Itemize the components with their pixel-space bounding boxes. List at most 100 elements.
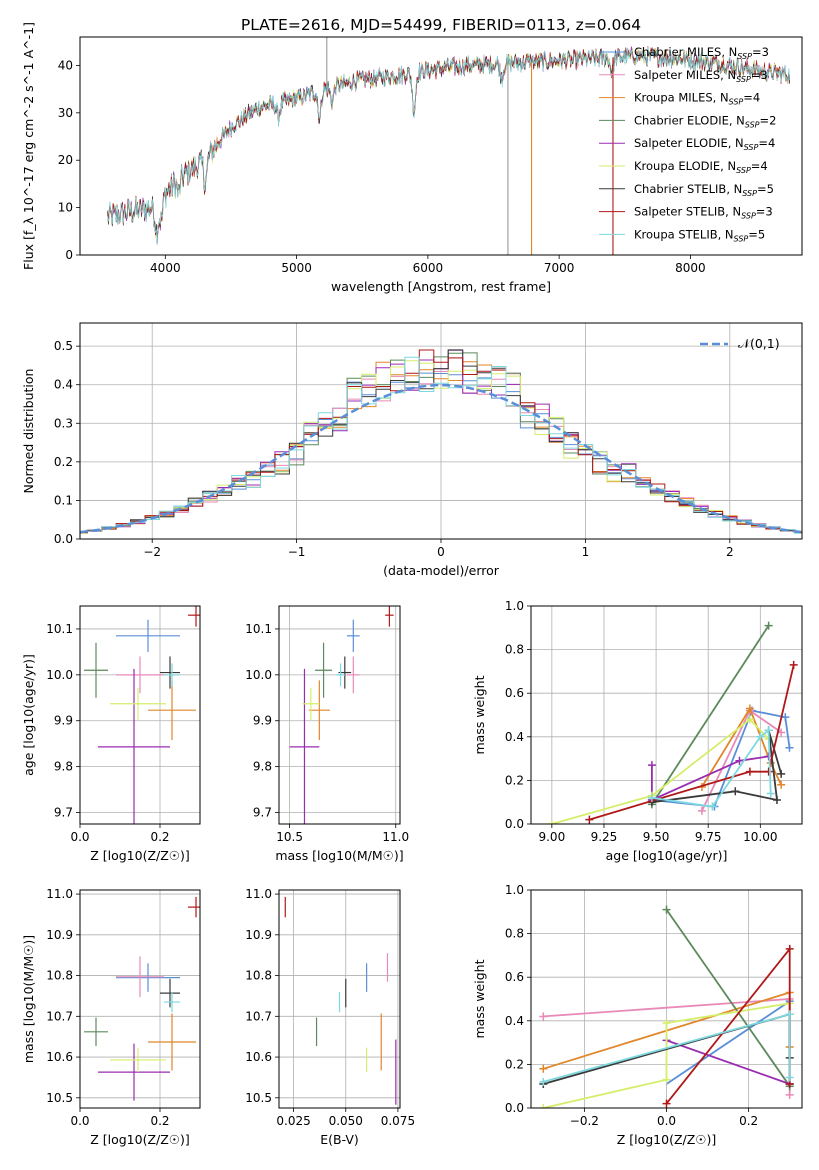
data-point <box>585 815 594 824</box>
panels: 4000 5000 6000 7000 8000010203040wavelength … <box>21 22 803 1147</box>
x-tick-label: 0 <box>437 545 445 559</box>
y-tick-label: 10.8 <box>46 969 73 983</box>
data-point <box>662 1018 671 1027</box>
data-point <box>764 621 773 630</box>
panel-weight_vs_Z: −0.2 0.0 0.2 0.0 0.2 0.4 0.6 0.8 1.0 Z [log10(Z/Z… <box>472 883 803 1147</box>
x-tick-label: 9.25 <box>591 830 618 844</box>
axes-frame <box>79 322 803 540</box>
y-tick-label: 9.9 <box>54 714 73 728</box>
series-line <box>551 718 770 824</box>
data-point <box>785 1073 794 1082</box>
errorbar-chabrier_stelib <box>160 656 180 689</box>
series-line <box>651 755 769 802</box>
x-tick-label: 7000 <box>544 261 575 275</box>
legend-label-chabrier_elodie: Chabrier ELODIE, NSSP=2 <box>634 113 776 129</box>
x-tick-label: 0.2 <box>150 830 169 844</box>
normal-reference-curve <box>80 383 802 534</box>
errorbar-salpeter_miles <box>346 656 360 694</box>
y-tick-label: 10 <box>58 201 73 215</box>
data-point <box>662 1099 671 1108</box>
legend-label-chabrier_stelib: Chabrier STELIB, NSSP=5 <box>634 182 774 198</box>
y-tick-label: 11.0 <box>245 887 272 901</box>
data-point <box>777 769 786 778</box>
x-tick-label: 6000 <box>413 261 444 275</box>
x-axis-label: Z [log10(Z/Z☉)] <box>617 1132 717 1147</box>
data-point <box>539 1064 548 1073</box>
y-axis-label: Flux [f_λ 10^-17 erg cm^-2 s^-1 A^-1] <box>21 22 36 270</box>
errorbar-kroupa_stelib <box>336 663 345 687</box>
y-tick-label: 10.8 <box>245 969 272 983</box>
y-tick-label: 0.5 <box>54 339 73 353</box>
series-kroupa_miles <box>697 704 786 791</box>
x-axis-label: age [log10(age/yr)] <box>606 848 728 863</box>
data-point <box>785 1090 794 1099</box>
panel-age_vs_Z: 0.0 0.2 9.7 9.8 9.9 10.0 10.1 Z [log10(Z/Z☉)] ag… <box>21 605 201 863</box>
y-tick-label: 0.6 <box>505 970 524 984</box>
y-tick-label: 0.2 <box>54 455 73 469</box>
y-tick-label: 10.1 <box>245 622 272 636</box>
x-axis-label: (data-model)/error <box>383 563 500 578</box>
y-tick-label: 0.0 <box>505 817 524 831</box>
spectrum-line-salpeter_stelib <box>107 46 790 244</box>
y-axis-label: mass weight <box>472 959 487 1038</box>
data-point <box>745 715 754 724</box>
x-tick-label: 10.00 <box>743 830 777 844</box>
legend-label-kroupa_elodie: Kroupa ELODIE, NSSP=4 <box>634 159 768 175</box>
data-point <box>662 905 671 914</box>
data-point <box>539 1077 548 1086</box>
axes-frame <box>530 605 803 825</box>
data-point <box>764 726 773 735</box>
errorbar-salpeter_miles <box>116 656 164 694</box>
y-tick-label: 30 <box>58 106 73 120</box>
data-point <box>772 796 781 805</box>
x-tick-label: −1 <box>288 545 306 559</box>
data-point <box>647 793 656 802</box>
y-tick-label: 10.7 <box>46 1009 73 1023</box>
plot-area <box>289 606 394 824</box>
y-tick-label: 0.4 <box>505 1014 524 1028</box>
y-tick-label: 0.4 <box>54 378 73 392</box>
legend-label-salpeter_stelib: Salpeter STELIB, NSSP=3 <box>634 205 773 221</box>
x-axis-label: mass [log10(M/M☉)] <box>275 848 403 863</box>
y-tick-label: 0.8 <box>505 643 524 657</box>
plot-area <box>84 896 200 1101</box>
data-point <box>785 1010 794 1019</box>
y-tick-label: 11.0 <box>46 887 73 901</box>
errorbar-kroupa_miles <box>308 680 330 741</box>
legend-label-chabrier_miles: Chabrier MILES, NSSP=3 <box>634 45 769 61</box>
data-point <box>785 743 794 752</box>
x-axis-label: wavelength [Angstrom, rest frame] <box>331 279 551 294</box>
y-tick-label: 9.8 <box>54 760 73 774</box>
errorbar-kroupa_elodie <box>110 687 166 720</box>
data-point <box>764 767 773 776</box>
data-point <box>781 713 790 722</box>
errorbar-kroupa_miles <box>148 680 196 741</box>
data-point <box>777 780 786 789</box>
x-tick-label: 2 <box>726 545 734 559</box>
x-tick-label: 9.75 <box>695 830 722 844</box>
x-axis-label: E(B-V) <box>320 1132 359 1147</box>
y-axis-label: mass weight <box>472 675 487 754</box>
data-point <box>647 761 656 770</box>
y-tick-label: 40 <box>58 58 73 72</box>
legend-label-kroupa_miles: Kroupa MILES, NSSP=4 <box>634 91 760 107</box>
legend-label-kroupa_stelib: Kroupa STELIB, NSSP=5 <box>634 227 765 243</box>
series-salpeter_stelib <box>585 660 798 824</box>
series-line <box>651 625 770 805</box>
y-tick-label: 10.6 <box>245 1050 272 1064</box>
errorbar-kroupa_stelib <box>164 991 180 1013</box>
errorbar-salpeter_elodie <box>98 1043 170 1101</box>
y-axis-label: mass [log10(M/M☉)] <box>21 935 36 1063</box>
x-axis-label: Z [log10(Z/Z☉)] <box>90 1132 190 1147</box>
y-tick-label: 0.2 <box>505 1057 524 1071</box>
y-tick-label: 10.7 <box>245 1009 272 1023</box>
series-kroupa_stelib <box>539 1010 794 1086</box>
errorbar-chabrier_elodie <box>84 1017 108 1047</box>
axes-frame <box>79 36 803 256</box>
panel-weight_vs_age: 9.00 9.25 9.50 9.75 10.00 0.0 0.2 0.4 0.6 0.8 1.0 a… <box>472 599 803 863</box>
plot-area <box>284 896 397 1105</box>
x-tick-label: 0.0 <box>70 830 89 844</box>
data-point <box>697 806 706 815</box>
x-tick-label: 0.2 <box>739 1114 758 1128</box>
